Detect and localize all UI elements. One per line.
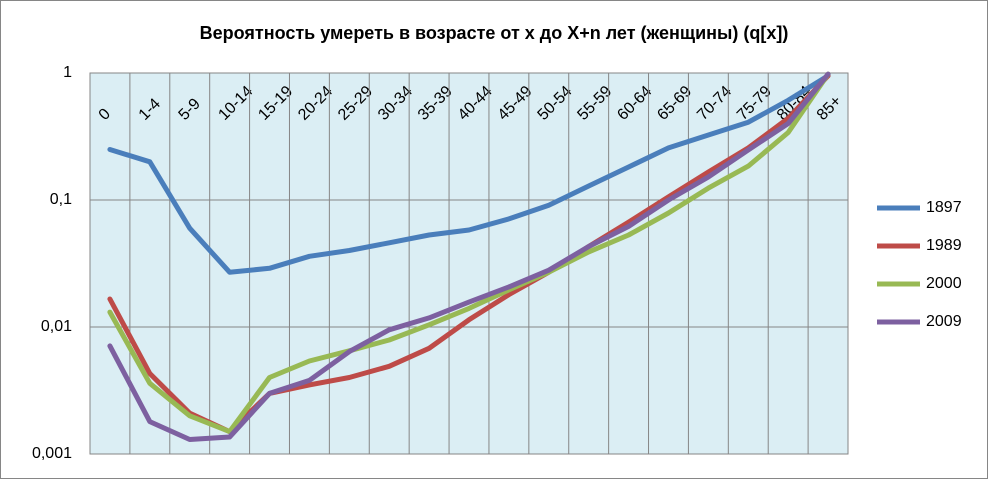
line-series: [107, 71, 831, 435]
y-tick-label: 0,1: [50, 191, 72, 208]
legend-label: 1897: [926, 199, 962, 216]
y-tick-label: 0,001: [32, 445, 72, 462]
line-series: [107, 73, 831, 275]
legend-label: 2009: [926, 313, 962, 330]
legend-label: 1989: [926, 237, 962, 254]
plot-area: [89, 72, 849, 455]
line-series: [107, 71, 831, 442]
legend-label: 2000: [926, 275, 962, 292]
chart-title: Вероятность умереть в возрасте от x до X…: [200, 23, 789, 43]
y-tick-label: 1: [63, 64, 72, 81]
y-tick-label: 0,01: [41, 318, 72, 335]
